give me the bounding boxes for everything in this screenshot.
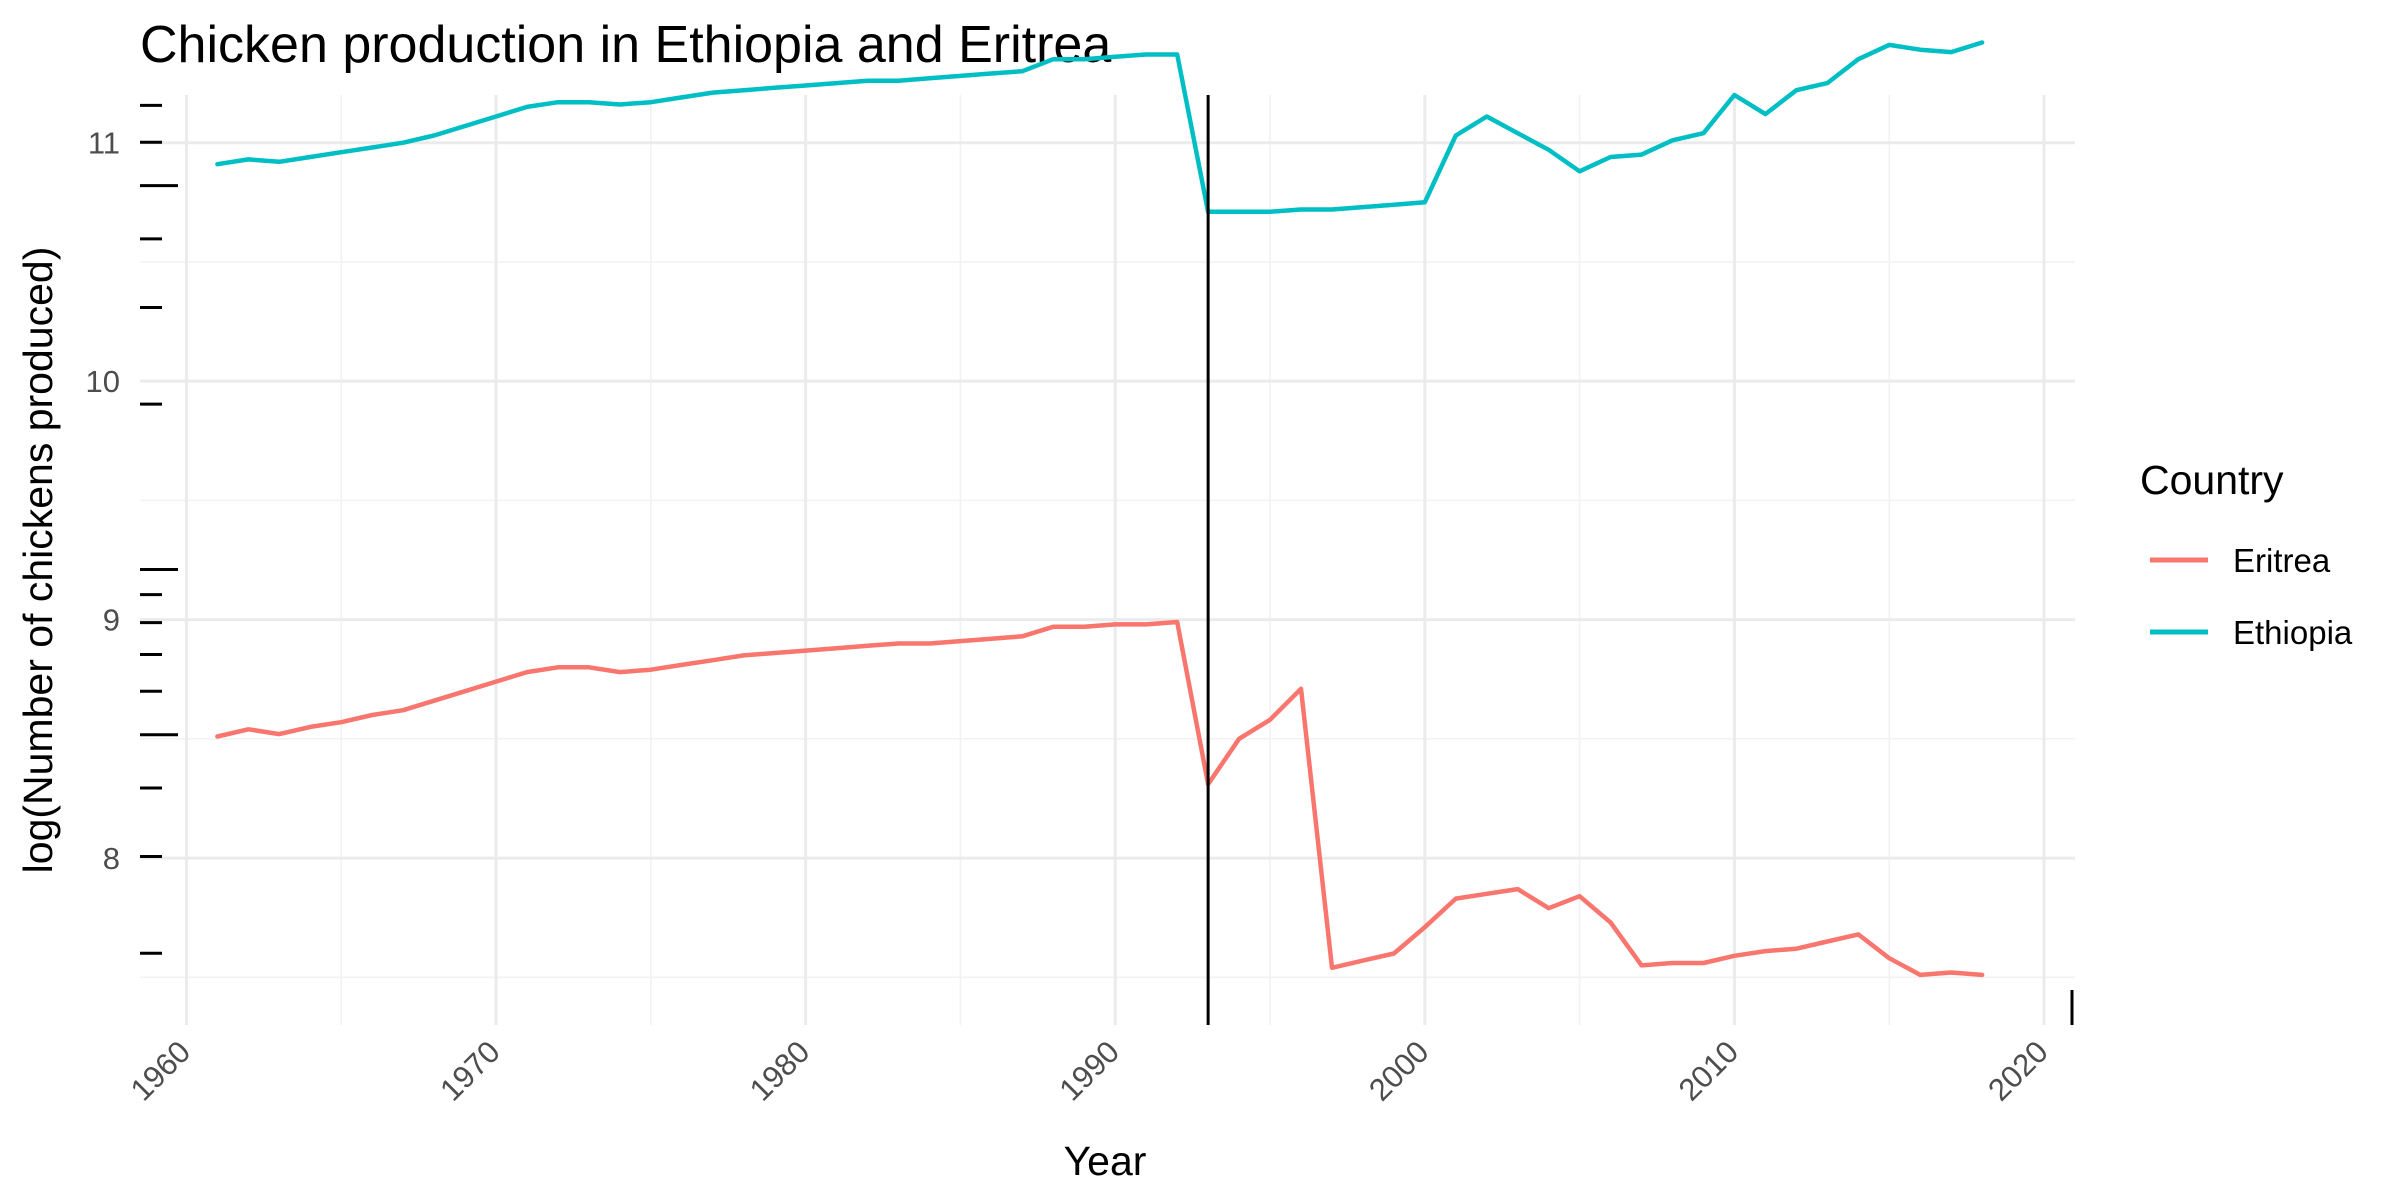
x-tick-labels: 1960 1970 1980 1990 2000 2010 2020: [124, 1034, 2055, 1108]
x-tick-label: 1980: [743, 1034, 817, 1108]
chart-title: Chicken production in Ethiopia and Eritr…: [140, 16, 1111, 74]
grid-major: [140, 95, 2075, 1025]
x-tick-label: 2020: [1981, 1034, 2055, 1108]
grid-minor: [140, 95, 2075, 1025]
legend-label-eritrea: Eritrea: [2233, 542, 2331, 579]
y-tick-label: 8: [103, 841, 120, 876]
x-tick-label: 2000: [1362, 1034, 1436, 1108]
x-tick-label: 1970: [433, 1034, 507, 1108]
legend-label-ethiopia: Ethiopia: [2233, 614, 2353, 651]
series-layer: [215, 40, 1985, 978]
x-axis-title: Year: [1064, 1138, 1147, 1184]
y-axis-rug: [140, 103, 178, 955]
series-line-ethiopia: [215, 40, 1985, 215]
x-tick-label: 2010: [1672, 1034, 1746, 1108]
y-tick-label: 9: [103, 603, 120, 638]
x-tick-label: 1990: [1052, 1034, 1126, 1108]
x-tick-label: 1960: [124, 1034, 198, 1108]
legend: Country Eritrea Ethiopia: [2140, 457, 2353, 651]
legend-title: Country: [2140, 457, 2284, 503]
y-axis-title: log(Number of chickens produced): [15, 247, 61, 874]
legend-items: Eritrea Ethiopia: [2150, 542, 2353, 651]
y-tick-label: 10: [86, 364, 120, 399]
y-tick-labels: 8 9 10 11: [86, 126, 120, 876]
series-line-eritrea: [215, 619, 1985, 978]
y-tick-label: 11: [88, 126, 120, 161]
